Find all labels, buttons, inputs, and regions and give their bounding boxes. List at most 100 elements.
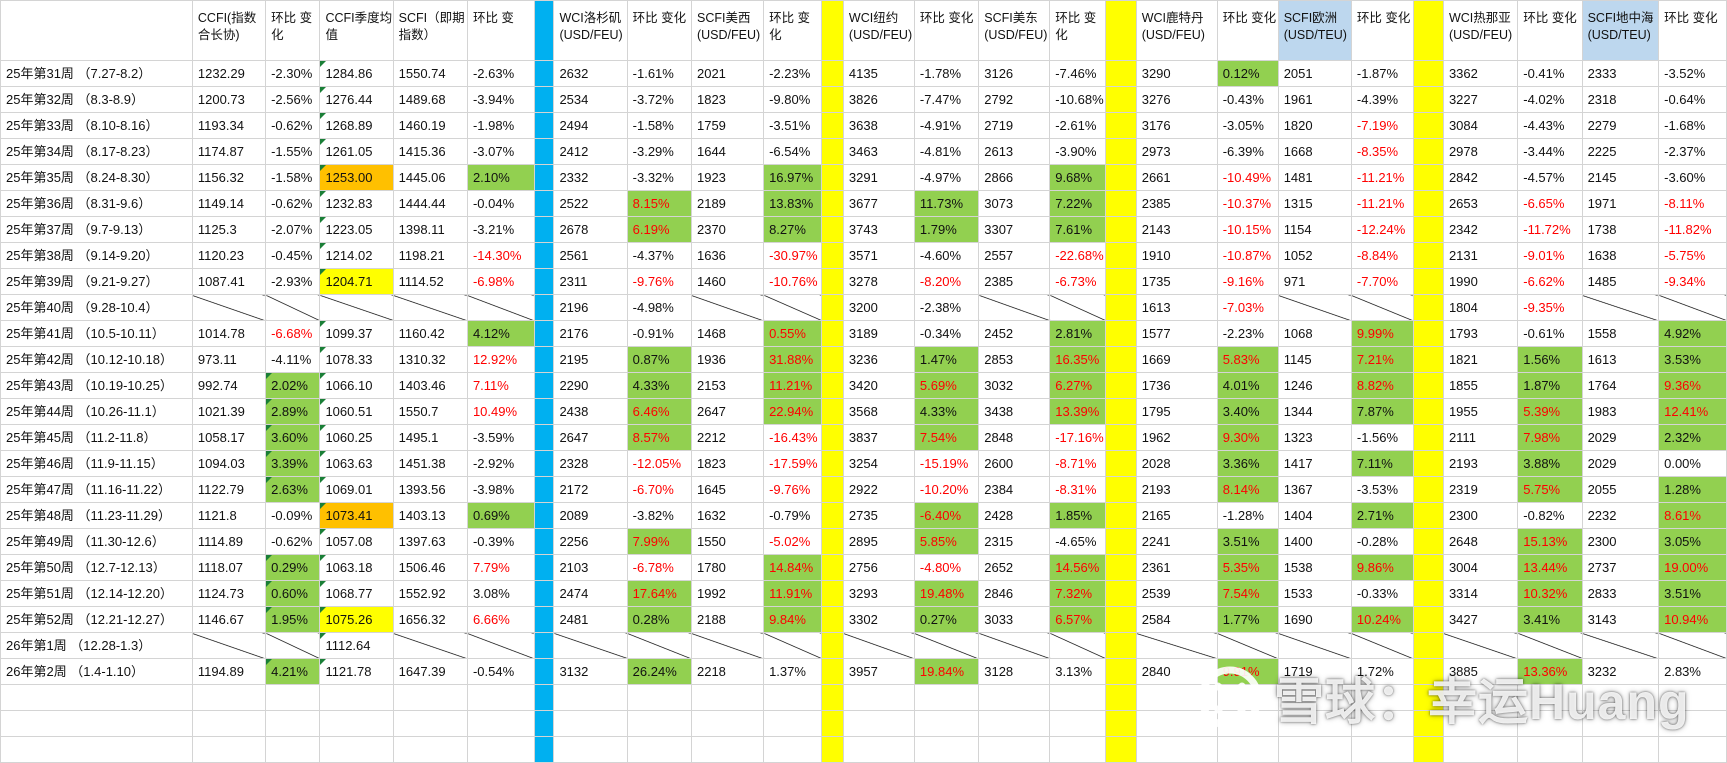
wci-los-angeles-cell[interactable]: 2195 <box>553 346 628 373</box>
scfi-cell[interactable]: 1460.19 <box>392 112 468 139</box>
scfi-us-west-change-cell[interactable]: -6.54% <box>763 138 822 165</box>
empty-cell[interactable] <box>265 736 321 763</box>
scfi-us-east-change-cell[interactable]: 7.32% <box>1049 580 1106 607</box>
ccfi-cell[interactable]: 992.74 <box>191 372 267 399</box>
scfi-mediterranean-cell[interactable]: 2279 <box>1581 112 1660 139</box>
scfi-mediterranean-cell[interactable]: 3232 <box>1581 658 1660 685</box>
empty-cell[interactable] <box>1216 736 1279 763</box>
scfi-change-cell[interactable]: 12.92% <box>466 346 535 373</box>
ccfi-quarter-avg-cell[interactable]: 1276.44 <box>319 86 394 113</box>
wci-los-angeles-cell[interactable]: 2438 <box>553 398 628 425</box>
empty-diagonal-cell[interactable] <box>842 632 915 659</box>
scfi-europe-cell[interactable]: 1315 <box>1277 190 1352 217</box>
empty-cell[interactable] <box>265 710 321 737</box>
wci-new-york-cell[interactable]: 2922 <box>842 476 915 503</box>
ccfi-quarter-avg-cell[interactable]: 1214.02 <box>319 242 394 269</box>
wci-new-york-change-cell[interactable]: 5.69% <box>913 372 980 399</box>
scfi-us-west-cell[interactable]: 2189 <box>690 190 765 217</box>
wci-new-york-cell[interactable]: 3293 <box>842 580 915 607</box>
wci-genoa-change-cell[interactable]: 1.56% <box>1517 346 1583 373</box>
wci-new-york-change-cell[interactable]: -4.60% <box>913 242 980 269</box>
wci-genoa-change-cell[interactable]: 13.44% <box>1517 554 1583 581</box>
empty-cell[interactable] <box>1277 736 1352 763</box>
wci-genoa-cell[interactable]: 2300 <box>1442 502 1519 529</box>
ccfi-cell[interactable]: 1232.29 <box>191 60 267 87</box>
empty-cell[interactable] <box>842 736 915 763</box>
empty-cell[interactable] <box>978 710 1051 737</box>
scfi-mediterranean-change-cell[interactable]: 19.00% <box>1658 554 1727 581</box>
wci-new-york-change-cell[interactable]: 0.27% <box>913 606 980 633</box>
empty-diagonal-cell[interactable] <box>1581 632 1660 659</box>
scfi-mediterranean-cell[interactable]: 2318 <box>1581 86 1660 113</box>
wci-rotterdam-cell[interactable]: 2028 <box>1135 450 1218 477</box>
scfi-mediterranean-cell[interactable]: 2232 <box>1581 502 1660 529</box>
scfi-us-west-cell[interactable]: 1632 <box>690 502 765 529</box>
scfi-us-east-cell[interactable]: 2613 <box>978 138 1051 165</box>
empty-cell[interactable] <box>1581 736 1660 763</box>
column-header[interactable]: SCFI地中海(USD/TEU) <box>1581 0 1660 61</box>
ccfi-cell[interactable]: 1121.8 <box>191 502 267 529</box>
column-header[interactable]: 环比 变 <box>466 0 535 61</box>
scfi-us-east-cell[interactable]: 2384 <box>978 476 1051 503</box>
scfi-change-cell[interactable]: -3.21% <box>466 216 535 243</box>
ccfi-cell[interactable]: 1146.67 <box>191 606 267 633</box>
scfi-europe-change-cell[interactable]: 9.99% <box>1350 320 1415 347</box>
wci-new-york-change-cell[interactable]: 1.47% <box>913 346 980 373</box>
ccfi-quarter-avg-cell[interactable]: 1069.01 <box>319 476 394 503</box>
scfi-europe-cell[interactable]: 1323 <box>1277 424 1352 451</box>
wci-new-york-change-cell[interactable]: 7.54% <box>913 424 980 451</box>
scfi-us-west-change-cell[interactable]: 16.97% <box>763 164 822 191</box>
scfi-mediterranean-change-cell[interactable]: 3.51% <box>1658 580 1727 607</box>
empty-cell[interactable] <box>763 710 822 737</box>
ccfi-cell[interactable]: 1094.03 <box>191 450 267 477</box>
wci-genoa-change-cell[interactable]: -4.43% <box>1517 112 1583 139</box>
wci-los-angeles-cell[interactable]: 2328 <box>553 450 628 477</box>
scfi-cell[interactable]: 1397.63 <box>392 528 468 555</box>
ccfi-cell[interactable]: 1058.17 <box>191 424 267 451</box>
scfi-us-east-cell[interactable]: 3032 <box>978 372 1051 399</box>
scfi-europe-change-cell[interactable]: -1.56% <box>1350 424 1415 451</box>
scfi-change-cell[interactable]: -1.98% <box>466 112 535 139</box>
scfi-cell[interactable]: 1550.74 <box>392 60 468 87</box>
column-header[interactable]: SCFI美西(USD/FEU) <box>690 0 765 61</box>
scfi-europe-change-cell[interactable]: 8.82% <box>1350 372 1415 399</box>
wci-rotterdam-cell[interactable]: 2661 <box>1135 164 1218 191</box>
wci-new-york-cell[interactable]: 2735 <box>842 502 915 529</box>
wci-genoa-change-cell[interactable]: 15.13% <box>1517 528 1583 555</box>
scfi-us-west-change-cell[interactable]: 22.94% <box>763 398 822 425</box>
column-header[interactable]: 环比 变化 <box>626 0 692 61</box>
wci-new-york-change-cell[interactable]: 19.84% <box>913 658 980 685</box>
empty-diagonal-cell[interactable] <box>1216 632 1279 659</box>
scfi-europe-change-cell[interactable]: 7.87% <box>1350 398 1415 425</box>
ccfi-quarter-avg-cell[interactable]: 1057.08 <box>319 528 394 555</box>
scfi-mediterranean-cell[interactable]: 1613 <box>1581 346 1660 373</box>
scfi-mediterranean-change-cell[interactable]: 12.41% <box>1658 398 1727 425</box>
empty-cell[interactable] <box>1277 684 1352 711</box>
scfi-us-east-cell[interactable]: 2385 <box>978 268 1051 295</box>
wci-los-angeles-change-cell[interactable]: -3.82% <box>626 502 692 529</box>
scfi-us-west-cell[interactable]: 2647 <box>690 398 765 425</box>
scfi-europe-cell[interactable]: 1481 <box>1277 164 1352 191</box>
wci-los-angeles-cell[interactable]: 2632 <box>553 60 628 87</box>
wci-genoa-change-cell[interactable]: 3.41% <box>1517 606 1583 633</box>
empty-cell[interactable] <box>0 710 193 737</box>
empty-diagonal-cell[interactable] <box>626 632 692 659</box>
scfi-cell[interactable]: 1393.56 <box>392 476 468 503</box>
wci-new-york-cell[interactable]: 3291 <box>842 164 915 191</box>
scfi-europe-change-cell[interactable]: -11.21% <box>1350 190 1415 217</box>
scfi-mediterranean-change-cell[interactable]: -11.82% <box>1658 216 1727 243</box>
scfi-mediterranean-change-cell[interactable]: -1.68% <box>1658 112 1727 139</box>
week-cell[interactable]: 25年第46周 （11.9-11.15） <box>0 450 193 477</box>
week-cell[interactable]: 25年第47周 （11.16-11.22） <box>0 476 193 503</box>
scfi-us-east-cell[interactable]: 3033 <box>978 606 1051 633</box>
ccfi-change-cell[interactable]: -0.45% <box>265 242 321 269</box>
wci-new-york-cell[interactable]: 3254 <box>842 450 915 477</box>
wci-los-angeles-change-cell[interactable]: -4.37% <box>626 242 692 269</box>
scfi-change-cell[interactable]: -2.92% <box>466 450 535 477</box>
empty-diagonal-cell[interactable] <box>913 632 980 659</box>
empty-diagonal-cell[interactable] <box>265 294 321 321</box>
scfi-mediterranean-cell[interactable]: 2029 <box>1581 450 1660 477</box>
empty-diagonal-cell[interactable] <box>392 632 468 659</box>
scfi-cell[interactable]: 1198.21 <box>392 242 468 269</box>
wci-rotterdam-cell[interactable]: 1613 <box>1135 294 1218 321</box>
